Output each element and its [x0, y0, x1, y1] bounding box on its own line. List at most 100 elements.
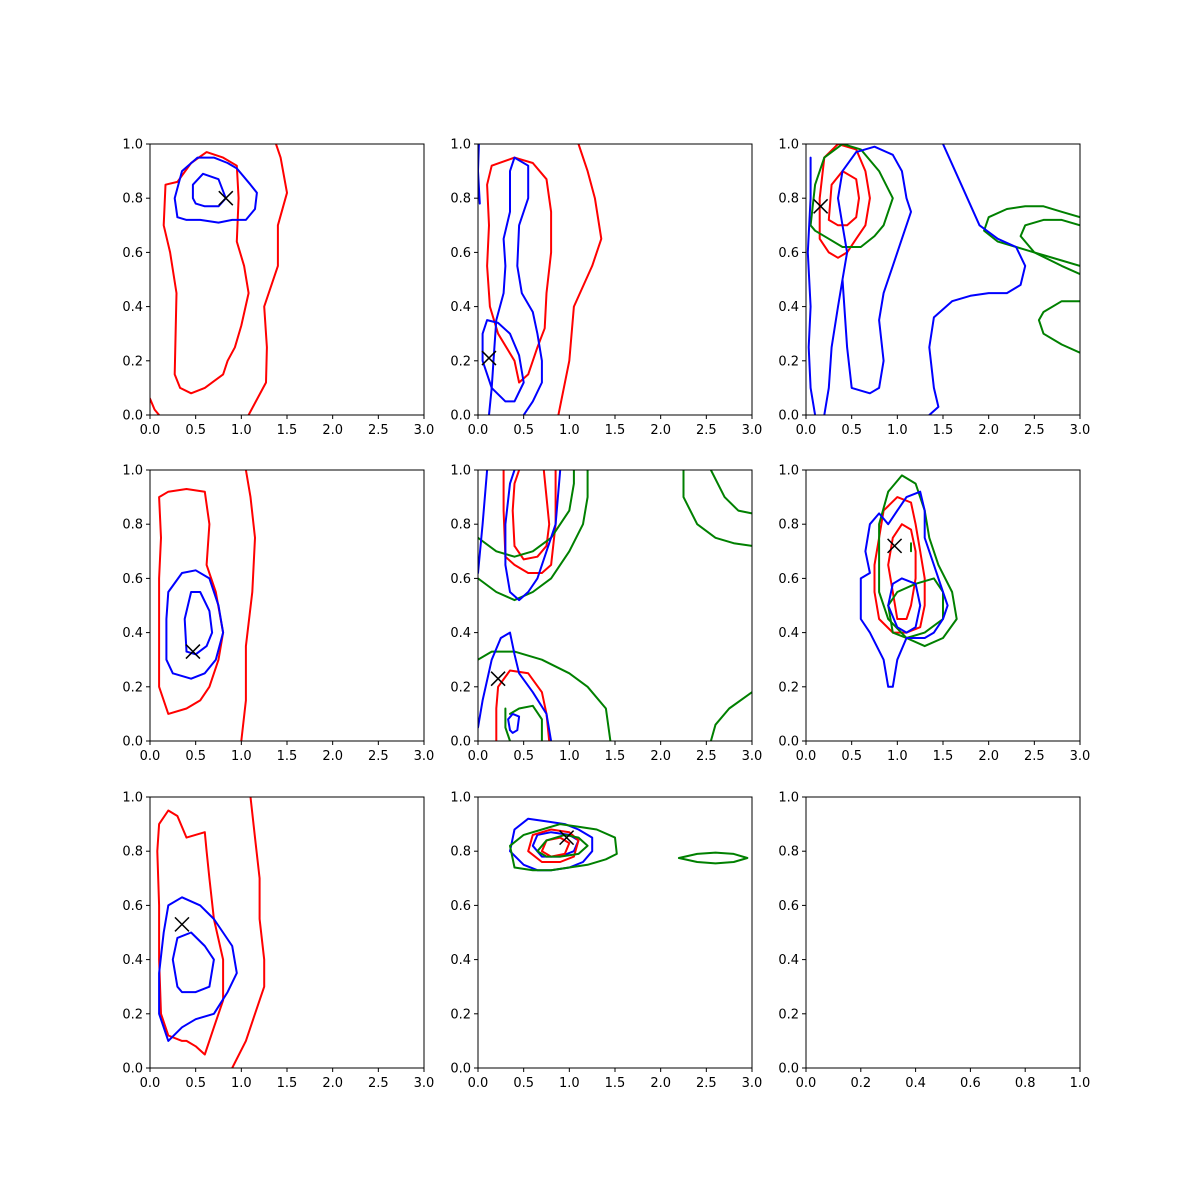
- blue-contour-line: [173, 156, 258, 224]
- y-tick-label: 0.8: [778, 192, 799, 207]
- x-tick-label: 0.5: [513, 1076, 534, 1091]
- x-tick-label: 1.0: [231, 423, 252, 438]
- blue-contour-line: [478, 631, 553, 741]
- x-tick-label: 0.5: [841, 423, 862, 438]
- x-tick-label: 1.5: [933, 749, 954, 764]
- x-tick-label: 2.0: [978, 749, 999, 764]
- y-tick-label: 1.0: [122, 464, 143, 479]
- subplot-4: 0.0 0.5 1.0 1.5 2.0 2.5 3.0 0.0 0.2 0.4 0.6 0.8 1.0: [122, 464, 434, 765]
- y-tick-label: 0.4: [450, 300, 471, 315]
- x-marker: [174, 916, 190, 932]
- contour-group: [509, 817, 749, 872]
- x-tick-label: 2.0: [650, 423, 671, 438]
- red-contour-line: [513, 470, 551, 561]
- blue-contour-line: [481, 319, 525, 403]
- x-tick-label: 2.5: [696, 749, 717, 764]
- x-tick-label: 0.6: [960, 1076, 981, 1091]
- axes-frame: [805, 796, 1081, 1069]
- y-tick-label: 1.0: [122, 138, 143, 153]
- y-tick-label: 0.4: [122, 953, 143, 968]
- y-tick-label: 1.0: [122, 791, 143, 806]
- x-tick-label: 2.0: [322, 1076, 343, 1091]
- axes-frame: [805, 143, 1081, 416]
- contour-group: [478, 144, 603, 415]
- green-contour-line: [709, 691, 752, 741]
- red-contour-line: [827, 170, 860, 227]
- y-tick-label: 0.6: [122, 899, 143, 914]
- y-tick-label: 0.4: [778, 300, 799, 315]
- x-tick-label: 1.5: [605, 749, 626, 764]
- subplot-5: 0.0 0.5 1.0 1.5 2.0 2.5 3.0 0.0 0.2 0.4 0.6 0.8 1.0: [450, 464, 762, 765]
- x-tick-label: 0.0: [796, 749, 817, 764]
- x-tick-label: 1.5: [605, 423, 626, 438]
- red-contour-line: [150, 397, 161, 415]
- x-tick-label: 2.0: [322, 423, 343, 438]
- red-contour-line: [486, 156, 553, 384]
- x-marker: [185, 644, 201, 660]
- x-tick-label: 2.5: [368, 749, 389, 764]
- blue-contour-line: [504, 470, 562, 602]
- contour-group: [158, 470, 256, 741]
- y-tick-label: 0.0: [450, 1062, 471, 1077]
- y-tick-label: 0.4: [778, 953, 799, 968]
- green-contour-line: [536, 833, 589, 858]
- x-tick-label: 2.5: [368, 423, 389, 438]
- blue-contour-line: [823, 145, 912, 415]
- blue-contour-line: [507, 712, 521, 734]
- x-tick-label: 3.0: [414, 423, 435, 438]
- axes-frame: [477, 469, 753, 742]
- x-tick-label: 1.0: [231, 749, 252, 764]
- y-tick-label: 0.2: [450, 354, 471, 369]
- subplot-3: 0.0 0.5 1.0 1.5 2.0 2.5 3.0 0.0 0.2 0.4 0.6 0.8 1.0: [778, 138, 1090, 439]
- x-tick-label: 3.0: [742, 749, 763, 764]
- green-contour-line: [1037, 300, 1080, 354]
- x-tick-label: 0.0: [140, 423, 161, 438]
- green-contour-line: [878, 474, 958, 648]
- y-tick-label: 0.0: [450, 409, 471, 424]
- y-tick-label: 0.0: [122, 735, 143, 750]
- y-tick-label: 0.2: [122, 354, 143, 369]
- x-marker: [887, 538, 903, 554]
- x-tick-label: 3.0: [414, 1076, 435, 1091]
- red-contour-line: [887, 523, 917, 620]
- red-contour-line: [511, 470, 521, 547]
- contour-group: [859, 474, 958, 688]
- x-tick-label: 1.5: [277, 423, 298, 438]
- y-tick-label: 0.6: [450, 246, 471, 261]
- x-tick-label: 2.5: [696, 423, 717, 438]
- red-contour-line: [162, 151, 250, 395]
- y-tick-label: 0.6: [778, 572, 799, 587]
- y-tick-label: 0.2: [778, 1007, 799, 1022]
- green-contour-line: [709, 470, 752, 515]
- green-contour-line: [509, 704, 543, 741]
- x-tick-label: 2.5: [1024, 423, 1045, 438]
- subplot-6: 0.0 0.5 1.0 1.5 2.0 2.5 3.0 0.0 0.2 0.4 0.6 0.8 1.0: [778, 464, 1090, 765]
- x-tick-label: 0.0: [468, 1076, 489, 1091]
- y-tick-label: 0.4: [450, 953, 471, 968]
- y-tick-label: 1.0: [450, 138, 471, 153]
- blue-contour-line: [478, 144, 481, 205]
- red-contour-line: [557, 144, 603, 415]
- red-contour-line: [158, 488, 225, 715]
- y-tick-label: 0.4: [778, 626, 799, 641]
- y-tick-label: 1.0: [778, 791, 799, 806]
- x-tick-label: 2.5: [696, 1076, 717, 1091]
- x-tick-label: 0.5: [513, 423, 534, 438]
- axes-frame: [149, 143, 425, 416]
- x-marker: [559, 830, 575, 846]
- y-tick-label: 0.4: [122, 300, 143, 315]
- x-marker: [481, 350, 497, 366]
- x-tick-label: 2.0: [650, 1076, 671, 1091]
- axes-frame: [149, 469, 425, 742]
- x-tick-label: 3.0: [742, 423, 763, 438]
- blue-contour-line: [478, 470, 489, 574]
- x-tick-label: 1.5: [605, 1076, 626, 1091]
- subplot-8: 0.0 0.5 1.0 1.5 2.0 2.5 3.0 0.0 0.2 0.4 0.6 0.8 1.0: [450, 791, 762, 1092]
- y-tick-label: 0.2: [122, 680, 143, 695]
- x-marker: [490, 671, 506, 687]
- y-tick-label: 0.6: [778, 899, 799, 914]
- red-contour-line: [527, 828, 580, 863]
- green-contour-line: [509, 823, 618, 872]
- blue-contour-line: [158, 896, 238, 1042]
- x-tick-label: 1.5: [277, 1076, 298, 1091]
